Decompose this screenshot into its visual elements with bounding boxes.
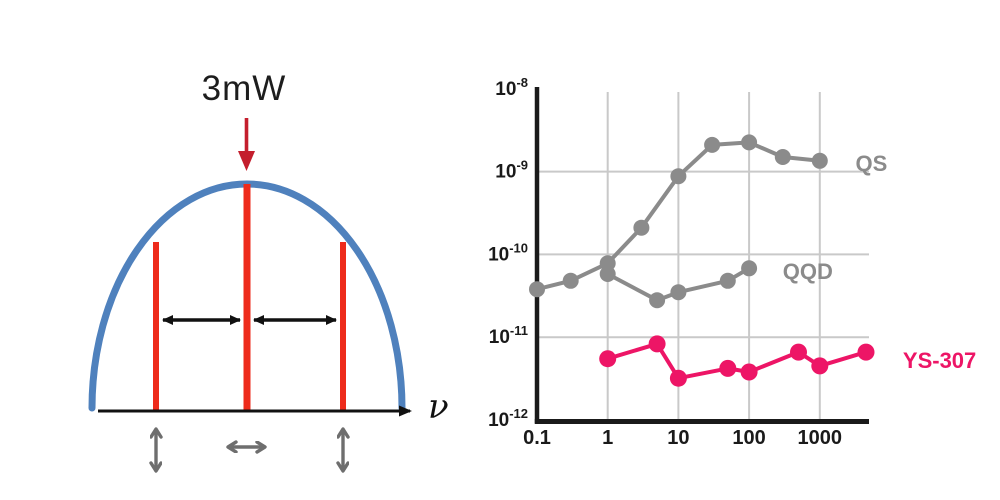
series-line-YS-307 — [607, 341, 867, 381]
x-tick-label: 1 — [602, 427, 613, 449]
y-tick-label: 10-9 — [495, 158, 528, 183]
series-label-YS-307: YS-307 — [903, 348, 976, 373]
data-point — [529, 281, 545, 298]
y-tick-label: 10-12 — [488, 406, 528, 431]
power-arrow-icon — [238, 118, 255, 171]
y-tick-label: 10-8 — [495, 75, 528, 100]
frequency-axis-label: ν — [428, 387, 449, 427]
data-point — [669, 369, 687, 387]
series-label-QS: QS — [856, 151, 888, 176]
data-point — [790, 343, 807, 361]
data-point — [704, 136, 721, 153]
series-layer: QS QQD YS-307 — [529, 134, 976, 387]
data-point — [670, 284, 687, 301]
data-point — [740, 363, 758, 381]
left-diagram: 3mW ν — [88, 69, 449, 471]
data-point — [719, 272, 736, 289]
power-label: 3mW — [202, 69, 287, 108]
data-point — [648, 335, 666, 353]
series-label-QQD: QQD — [783, 259, 833, 284]
ticks-layer: 0.1 1 10 100 1000 10-8 10-9 10-10 10-11 10-12 — [488, 75, 842, 449]
data-point — [741, 260, 758, 277]
data-point — [774, 149, 791, 165]
data-point — [562, 272, 579, 289]
x-tick-label: 1000 — [798, 427, 843, 449]
data-point — [811, 357, 829, 375]
x-tick-label: 100 — [732, 427, 765, 449]
data-point — [811, 152, 828, 169]
y-tick-label: 10-10 — [488, 240, 528, 265]
data-point — [649, 292, 666, 309]
data-point — [857, 343, 875, 361]
data-point — [741, 134, 758, 151]
data-point — [670, 168, 687, 185]
data-point — [599, 266, 616, 282]
data-point — [633, 219, 650, 236]
x-tick-label: 10 — [667, 427, 689, 449]
y-tick-label: 10-11 — [489, 323, 528, 348]
data-point — [719, 359, 737, 377]
x-tick-label: 0.1 — [523, 427, 551, 449]
data-point — [599, 350, 617, 368]
